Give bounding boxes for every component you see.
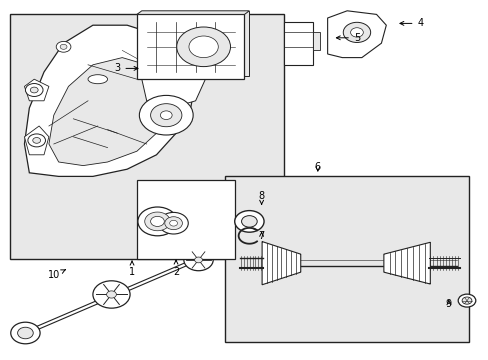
- Circle shape: [93, 281, 130, 308]
- Circle shape: [150, 216, 164, 226]
- Text: 1: 1: [129, 261, 135, 277]
- Polygon shape: [137, 11, 249, 14]
- Circle shape: [11, 322, 40, 344]
- Circle shape: [461, 297, 471, 304]
- Ellipse shape: [88, 75, 107, 84]
- Circle shape: [188, 36, 218, 58]
- Polygon shape: [24, 126, 49, 155]
- Circle shape: [56, 41, 71, 52]
- Circle shape: [164, 217, 182, 230]
- Circle shape: [169, 220, 177, 226]
- Polygon shape: [24, 79, 49, 101]
- Text: 7: 7: [258, 231, 264, 241]
- Circle shape: [28, 134, 45, 147]
- Text: 9: 9: [445, 299, 451, 309]
- Polygon shape: [262, 242, 300, 285]
- Circle shape: [241, 216, 257, 227]
- Bar: [312, 32, 320, 50]
- Circle shape: [183, 249, 213, 271]
- Text: 3: 3: [114, 63, 138, 73]
- Text: 8: 8: [258, 191, 264, 204]
- Text: 6: 6: [314, 162, 320, 172]
- Bar: [283, 22, 312, 65]
- Polygon shape: [383, 242, 429, 284]
- Circle shape: [176, 27, 230, 67]
- Circle shape: [159, 212, 188, 234]
- Circle shape: [160, 111, 172, 120]
- Circle shape: [60, 44, 67, 49]
- Circle shape: [138, 207, 177, 236]
- Circle shape: [194, 257, 202, 263]
- Circle shape: [30, 87, 38, 93]
- Bar: [142, 11, 249, 76]
- Text: 4: 4: [399, 18, 423, 28]
- Bar: [10, 14, 283, 259]
- Text: 5: 5: [336, 33, 359, 43]
- Circle shape: [33, 138, 41, 143]
- Polygon shape: [24, 25, 195, 176]
- Bar: [137, 14, 244, 79]
- Polygon shape: [142, 65, 205, 108]
- Circle shape: [106, 291, 116, 298]
- Circle shape: [457, 294, 475, 307]
- Circle shape: [343, 22, 370, 42]
- Polygon shape: [49, 58, 166, 166]
- Circle shape: [350, 28, 363, 37]
- Text: 2: 2: [173, 260, 179, 277]
- Circle shape: [150, 104, 182, 127]
- Circle shape: [234, 211, 264, 232]
- Circle shape: [25, 84, 43, 96]
- Circle shape: [144, 212, 170, 231]
- Bar: [137, 180, 234, 259]
- Text: 10: 10: [47, 270, 65, 280]
- Bar: [224, 176, 468, 342]
- Polygon shape: [327, 11, 386, 58]
- Circle shape: [139, 95, 193, 135]
- Circle shape: [18, 327, 33, 339]
